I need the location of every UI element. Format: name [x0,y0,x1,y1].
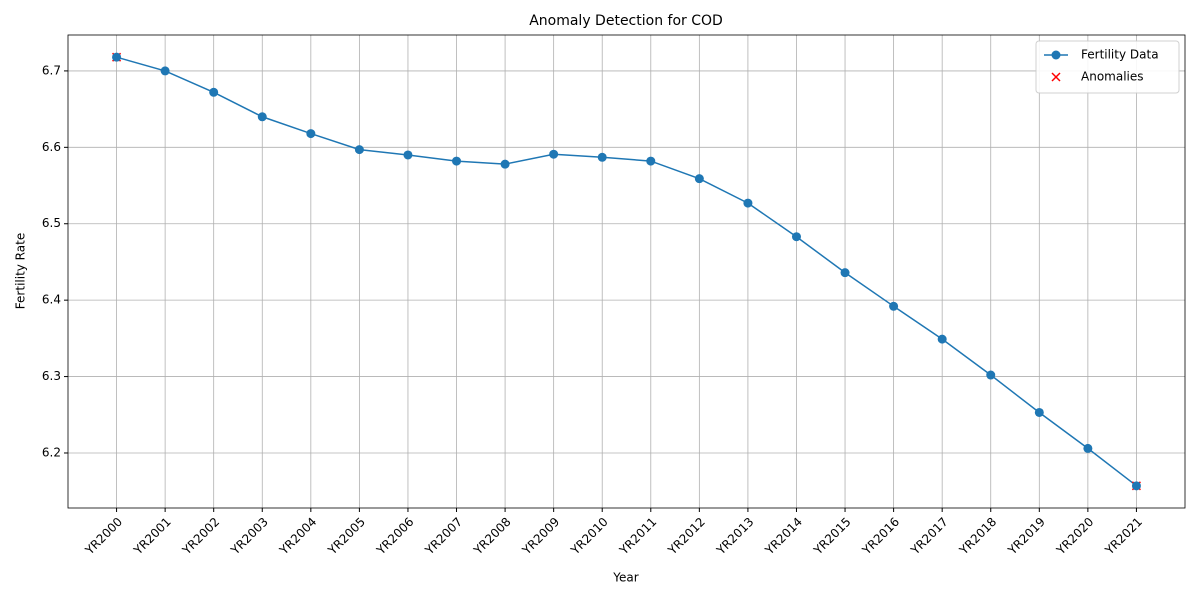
legend-label: Fertility Data [1081,48,1159,62]
legend-marker-dot [1051,50,1061,60]
x-tick-label: YR2012 [665,515,708,558]
x-tick-label: YR2001 [130,515,173,558]
legend-marker-x [1051,72,1061,82]
x-tick-label: YR2014 [762,515,805,558]
point [840,268,850,278]
legend-label: Anomalies [1081,70,1144,84]
x-tick-label: YR2008 [470,515,513,558]
x-tick-label: YR2005 [325,515,368,558]
x-tick-label: YR2010 [568,515,611,558]
point [646,156,656,166]
legend-box [1035,40,1180,94]
point [597,152,607,162]
point [549,149,559,159]
x-tick-label: YR2017 [907,515,950,558]
x-tick-label: YR2000 [82,515,125,558]
x-tick-label: YR2015 [810,515,853,558]
y-axis-label: Fertility Rate [14,233,28,309]
y-tick-label: 6.3 [42,369,61,383]
x-tick-label: YR2016 [859,515,902,558]
point [452,156,462,166]
point [986,370,996,380]
point [889,301,899,311]
series-line [116,56,1137,487]
y-tick-label: 6.7 [42,63,61,77]
point [694,174,704,184]
x-tick-label: YR2003 [228,515,271,558]
point [500,159,510,169]
legend-marker [1051,50,1061,60]
x-tick-label: YR2002 [179,515,222,558]
point [1034,407,1044,417]
chart-title: Anomaly Detection for COD [529,13,723,29]
y-tick-label: 6.2 [42,445,61,459]
point [791,232,801,242]
x-tick-label: YR2021 [1102,515,1145,558]
x-tick-label: YR2009 [519,515,562,558]
point [1083,443,1093,453]
x-tick-label: YR2011 [616,515,659,558]
x-tick-label: YR2013 [713,515,756,558]
x-tick-label: YR2006 [373,515,416,558]
point [937,334,947,344]
x-tick-label: YR2004 [276,515,319,558]
point [354,145,364,155]
x-tick-label: YR2020 [1053,515,1096,558]
point [257,112,267,122]
y-tick-label: 6.4 [42,293,61,307]
plot-frame [67,34,1186,509]
legend-marker [1051,72,1061,82]
point [112,52,122,62]
x-tick-label: YR2018 [956,515,999,558]
point [160,66,170,76]
point [306,129,316,139]
x-axis-label: Year [612,571,638,585]
point [403,150,413,160]
point [743,198,753,208]
x-tick-label: YR2019 [1005,515,1048,558]
point [1131,481,1141,491]
x-tick-label: YR2007 [422,515,465,558]
y-tick-label: 6.5 [42,216,61,230]
point [209,87,219,97]
y-tick-label: 6.6 [42,140,61,154]
